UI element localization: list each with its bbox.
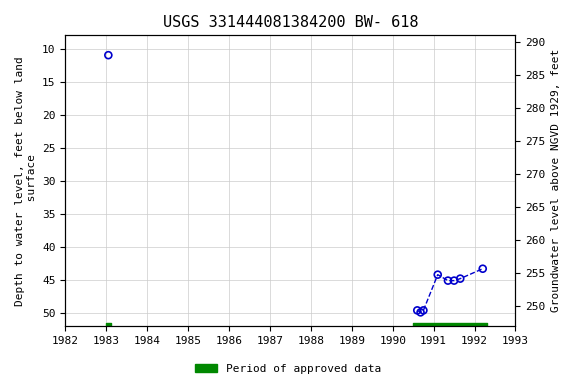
Point	[478, 266, 487, 272]
Legend: Period of approved data: Period of approved data	[191, 359, 385, 379]
Point	[433, 271, 442, 278]
Point	[104, 52, 113, 58]
Point	[449, 278, 458, 284]
Point	[416, 309, 425, 315]
Title: USGS 331444081384200 BW- 618: USGS 331444081384200 BW- 618	[162, 15, 418, 30]
Point	[444, 278, 453, 284]
Point	[456, 276, 465, 282]
Y-axis label: Groundwater level above NGVD 1929, feet: Groundwater level above NGVD 1929, feet	[551, 49, 561, 313]
Point	[412, 307, 422, 313]
Point	[419, 307, 428, 313]
Y-axis label: Depth to water level, feet below land
 surface: Depth to water level, feet below land su…	[15, 56, 37, 306]
